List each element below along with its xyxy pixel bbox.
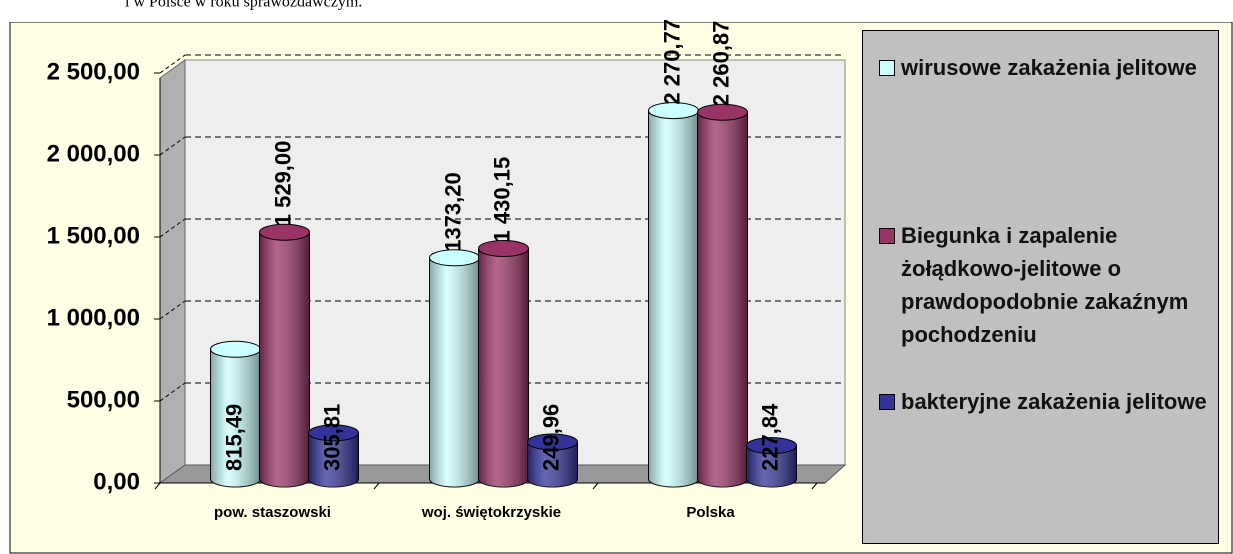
legend-swatch bbox=[879, 60, 895, 76]
cylinder-shade bbox=[527, 442, 578, 487]
side-wall bbox=[159, 59, 186, 484]
value-label: 815,49 bbox=[221, 404, 246, 471]
cylinder bbox=[259, 223, 310, 488]
grid-line-side bbox=[159, 218, 186, 238]
grid-line-side bbox=[159, 300, 186, 320]
x-tick-label: Polska bbox=[686, 504, 735, 521]
x-tick-label: woj. świętokrzyskie bbox=[421, 504, 561, 521]
cylinder bbox=[429, 249, 480, 488]
legend-label: bakteryjne zakażenia jelitowe bbox=[901, 389, 1207, 414]
legend-label: Biegunka i zapalenie żołądkowo-jelitowe … bbox=[901, 223, 1189, 347]
caption-bg bbox=[0, 0, 1233, 22]
cylinder bbox=[210, 340, 261, 488]
cylinder-shade bbox=[478, 248, 529, 487]
value-label: 1373,20 bbox=[440, 172, 465, 252]
legend-swatch bbox=[879, 228, 895, 244]
value-label: 2 270,77 bbox=[659, 19, 684, 105]
cylinder-top bbox=[259, 223, 310, 241]
cylinder bbox=[478, 239, 529, 488]
x-tick-mark bbox=[154, 482, 161, 490]
y-tick-label: 2 500,00 bbox=[47, 58, 140, 85]
y-tick-label: 1 000,00 bbox=[47, 304, 140, 331]
cylinder-top bbox=[308, 424, 359, 442]
x-tick-mark bbox=[373, 482, 380, 490]
grid-line-side bbox=[159, 382, 186, 402]
grid-line-side bbox=[159, 136, 186, 156]
x-tick-mark bbox=[592, 482, 599, 490]
y-tick-label: 2 000,00 bbox=[47, 140, 140, 167]
value-label: 1 529,00 bbox=[270, 141, 295, 227]
cylinder-shade bbox=[210, 349, 261, 487]
cylinder-shade bbox=[308, 432, 359, 487]
legend: wirusowe zakażenia jelitowe Biegunka i za… bbox=[862, 30, 1219, 544]
legend-swatch bbox=[879, 394, 895, 410]
cylinder-top bbox=[746, 437, 797, 455]
cylinder bbox=[308, 424, 359, 488]
cylinder-shade bbox=[746, 445, 797, 487]
cylinder bbox=[527, 433, 578, 488]
value-label: 305,81 bbox=[319, 404, 344, 471]
y-tick-label: 1 500,00 bbox=[47, 222, 140, 249]
y-tick-label: 500,00 bbox=[67, 386, 140, 413]
cylinder-top bbox=[478, 239, 529, 257]
x-tick-label: pow. staszowski bbox=[214, 504, 331, 521]
cylinder-top bbox=[527, 433, 578, 451]
cylinder-top bbox=[697, 103, 748, 121]
cylinder-shade bbox=[648, 110, 699, 487]
cylinder-shade bbox=[429, 257, 480, 487]
cylinder-shade bbox=[697, 112, 748, 488]
cylinder bbox=[697, 103, 748, 488]
grid-line-side bbox=[159, 54, 186, 74]
legend-entry: Biegunka i zapalenie żołądkowo-jelitowe … bbox=[875, 219, 1215, 351]
caption: i w Polsce w roku sprawozdawczym. bbox=[125, 0, 362, 11]
legend-entry: bakteryjne zakażenia jelitowe bbox=[875, 385, 1215, 418]
cylinder-shade bbox=[259, 232, 310, 487]
legend-label: wirusowe zakażenia jelitowe bbox=[901, 55, 1197, 80]
legend-entry: wirusowe zakażenia jelitowe bbox=[875, 51, 1215, 84]
cylinder-top bbox=[210, 340, 261, 358]
cylinder bbox=[746, 437, 797, 488]
value-label: 1 430,15 bbox=[489, 157, 514, 243]
cylinder bbox=[648, 102, 699, 488]
x-tick-mark bbox=[811, 482, 818, 490]
y-tick-label: 0,00 bbox=[93, 468, 140, 495]
value-label: 227,84 bbox=[757, 403, 782, 471]
value-label: 249,96 bbox=[538, 404, 563, 471]
value-label: 2 260,87 bbox=[708, 21, 733, 107]
